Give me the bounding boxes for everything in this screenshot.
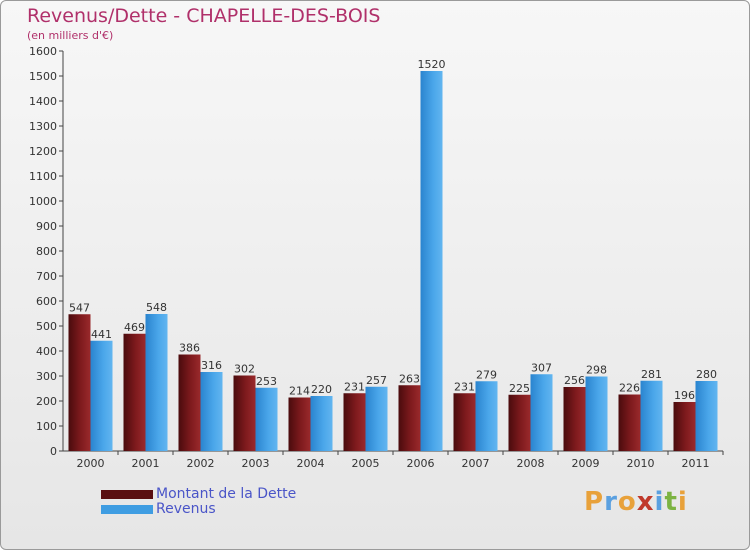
bar-dette <box>178 354 201 451</box>
y-tick-label: 1100 <box>29 170 57 183</box>
x-tick-label: 2007 <box>462 457 490 470</box>
bar-revenus <box>310 396 333 451</box>
data-label-dette: 226 <box>619 382 640 395</box>
bar-dette <box>398 385 421 451</box>
bar-revenus <box>365 386 388 451</box>
logo-letter: i <box>677 487 688 517</box>
data-label-dette: 256 <box>564 374 585 387</box>
y-tick-label: 600 <box>36 295 57 308</box>
x-tick-label: 2011 <box>682 457 710 470</box>
bar-revenus <box>530 374 553 451</box>
bar-dette <box>343 393 366 451</box>
legend-swatch-dette <box>101 490 153 499</box>
y-tick-label: 1400 <box>29 95 57 108</box>
x-tick-label: 2009 <box>572 457 600 470</box>
y-tick-label: 200 <box>36 395 57 408</box>
data-label-revenus: 253 <box>256 375 277 388</box>
bar-dette <box>563 387 586 451</box>
bar-dette <box>673 402 696 451</box>
x-tick-label: 2003 <box>242 457 270 470</box>
logo-letter: r <box>604 487 618 517</box>
x-tick-label: 2008 <box>517 457 545 470</box>
data-label-revenus: 298 <box>586 364 607 377</box>
data-label-dette: 469 <box>124 321 145 334</box>
bar-revenus <box>90 340 113 451</box>
bar-revenus <box>255 387 278 451</box>
data-label-dette: 196 <box>674 389 695 402</box>
logo-letter: t <box>664 487 678 517</box>
bar-dette <box>453 393 476 451</box>
x-tick-label: 2002 <box>187 457 215 470</box>
legend-label-revenus: Revenus <box>156 501 216 517</box>
logo-letter: i <box>654 487 665 517</box>
x-tick-label: 2000 <box>77 457 105 470</box>
y-tick-label: 400 <box>36 345 57 358</box>
legend-label-dette: Montant de la Dette <box>156 486 297 502</box>
data-label-revenus: 1520 <box>418 58 446 71</box>
y-tick-label: 1300 <box>29 120 57 133</box>
data-label-revenus: 280 <box>696 368 717 381</box>
bar-dette <box>233 375 256 451</box>
x-tick-label: 2001 <box>132 457 160 470</box>
bar-revenus <box>640 380 663 451</box>
bar-dette <box>508 394 531 451</box>
data-label-revenus: 279 <box>476 368 497 381</box>
data-label-revenus: 281 <box>641 368 662 381</box>
data-label-dette: 225 <box>509 382 530 395</box>
y-tick-label: 100 <box>36 420 57 433</box>
bar-revenus <box>420 71 443 451</box>
data-label-dette: 214 <box>289 385 310 398</box>
chart-title: Revenus/Dette - CHAPELLE-DES-BOIS <box>27 5 381 27</box>
logo-letter: o <box>617 487 637 517</box>
data-label-revenus: 220 <box>311 383 332 396</box>
data-label-dette: 386 <box>179 342 200 355</box>
y-tick-label: 900 <box>36 220 57 233</box>
bar-dette <box>618 394 641 451</box>
y-tick-label: 500 <box>36 320 57 333</box>
y-tick-label: 1600 <box>29 45 57 58</box>
bar-dette <box>288 397 311 451</box>
bar-revenus <box>145 314 168 451</box>
bar-revenus <box>200 372 223 451</box>
logo-letter: x <box>636 487 655 517</box>
y-tick-label: 1200 <box>29 145 57 158</box>
y-tick-label: 0 <box>50 445 57 458</box>
data-label-revenus: 316 <box>201 359 222 372</box>
logo-letter: P <box>584 487 605 517</box>
proxiti-logo: Proxiti <box>584 487 688 517</box>
x-tick-label: 2010 <box>627 457 655 470</box>
data-label-revenus: 441 <box>91 328 112 341</box>
data-label-revenus: 257 <box>366 374 387 387</box>
bar-dette <box>68 314 91 451</box>
y-tick-label: 800 <box>36 245 57 258</box>
chart-subtitle: (en milliers d'€) <box>27 29 114 42</box>
data-label-dette: 547 <box>69 301 90 314</box>
data-label-dette: 231 <box>454 380 475 393</box>
y-tick-label: 700 <box>36 270 57 283</box>
data-label-revenus: 548 <box>146 301 167 314</box>
x-tick-label: 2006 <box>407 457 435 470</box>
data-label-dette: 231 <box>344 380 365 393</box>
y-tick-label: 1000 <box>29 195 57 208</box>
legend-swatch-revenus <box>101 505 153 514</box>
data-label-dette: 263 <box>399 372 420 385</box>
data-label-revenus: 307 <box>531 361 552 374</box>
bar-revenus <box>475 381 498 451</box>
y-tick-label: 1500 <box>29 70 57 83</box>
bar-revenus <box>695 381 718 451</box>
bar-dette <box>123 333 146 451</box>
bar-revenus <box>585 376 608 451</box>
x-tick-label: 2004 <box>297 457 325 470</box>
x-tick-label: 2005 <box>352 457 380 470</box>
y-tick-label: 300 <box>36 370 57 383</box>
data-label-dette: 302 <box>234 363 255 376</box>
